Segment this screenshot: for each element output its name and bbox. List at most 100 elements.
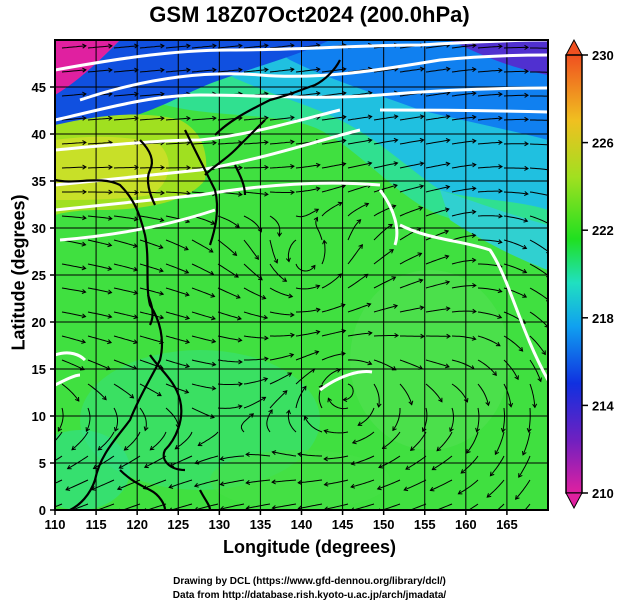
streamline-arrow — [212, 43, 217, 49]
streamline — [373, 223, 393, 241]
streamline — [343, 383, 354, 401]
streamline — [139, 383, 162, 397]
streamline — [321, 368, 341, 385]
streamline-arrow — [485, 401, 491, 407]
streamline — [295, 68, 320, 73]
streamline — [243, 44, 268, 49]
streamline — [269, 390, 288, 409]
streamline-arrow — [364, 202, 370, 208]
streamline-arrow — [79, 366, 85, 371]
streamline — [55, 479, 63, 484]
credit-data-source: Data from http://database.rish.kyoto-u.a… — [172, 590, 447, 601]
streamline-arrow — [419, 114, 425, 120]
streamline — [357, 407, 375, 426]
streamline-arrow — [238, 67, 243, 73]
streamline-arrow — [210, 315, 216, 321]
streamline-arrow — [471, 43, 477, 49]
streamline-arrow — [108, 91, 113, 97]
streamline — [295, 187, 320, 193]
streamline — [477, 359, 497, 376]
streamline-arrow — [445, 114, 451, 120]
streamline-arrow — [258, 275, 263, 281]
streamline-arrow — [351, 439, 357, 445]
streamline — [57, 407, 64, 432]
streamline-arrow — [183, 246, 189, 251]
streamline — [373, 383, 380, 407]
streamline — [269, 287, 293, 298]
streamline-arrow — [367, 114, 373, 120]
streamline — [425, 68, 450, 73]
streamline — [295, 263, 316, 272]
streamline-arrow — [471, 335, 477, 341]
streamline-arrow — [245, 480, 251, 485]
streamline — [324, 503, 349, 510]
streamline-arrow — [186, 115, 191, 121]
streamline — [287, 410, 297, 433]
streamline — [529, 191, 548, 196]
streamline — [399, 227, 422, 241]
streamline — [217, 311, 242, 320]
streamline-arrow — [471, 257, 477, 263]
streamline-arrow — [486, 516, 490, 520]
streamline-arrow — [134, 43, 139, 49]
streamline-arrow — [323, 429, 329, 434]
coastlines — [55, 59, 341, 510]
x-tick-label: 155 — [414, 517, 436, 532]
streamline-arrow — [290, 139, 295, 145]
y-tick-label: 25 — [32, 268, 46, 283]
streamline-arrow — [186, 190, 191, 196]
streamline — [165, 239, 189, 251]
streamline — [347, 203, 369, 217]
streamline-arrow — [134, 67, 139, 73]
streamline-arrow — [357, 421, 363, 426]
streamline-arrow — [471, 67, 477, 72]
streamline — [373, 184, 398, 193]
streamline-arrow — [418, 206, 424, 211]
streamline-arrow — [419, 66, 425, 72]
streamline — [87, 215, 112, 220]
streamline-arrow — [445, 184, 451, 190]
streamline-arrow — [445, 280, 451, 286]
streamline-arrow — [392, 426, 397, 432]
streamline — [528, 407, 531, 432]
colorbar-tick-label: 226 — [592, 136, 614, 151]
streamline — [399, 359, 423, 370]
streamline-arrow — [498, 43, 503, 49]
streamline-arrow — [391, 204, 397, 210]
streamline — [269, 239, 278, 264]
streamline-arrow — [184, 291, 190, 297]
streamline — [477, 93, 502, 97]
streamline-arrow — [254, 255, 259, 260]
streamline-arrow — [498, 115, 503, 121]
streamline — [87, 287, 112, 294]
streamline-arrow — [107, 339, 113, 345]
streamline-arrow — [449, 427, 454, 433]
streamline — [373, 359, 397, 371]
streamline-arrow — [197, 441, 203, 447]
streamline-arrow — [118, 464, 124, 469]
streamline — [321, 352, 346, 361]
streamline-arrow — [350, 460, 356, 466]
x-axis-label: Longitude (degrees) — [222, 537, 396, 557]
streamline-arrow — [149, 445, 155, 451]
streamline-arrow — [419, 161, 425, 167]
streamline-arrow — [350, 507, 355, 510]
streamline-arrow — [327, 397, 332, 403]
streamline-arrow — [498, 213, 503, 219]
streamline-arrow — [74, 396, 80, 402]
streamline-arrow — [282, 390, 288, 395]
streamline-arrow — [134, 91, 139, 97]
streamline-arrow — [522, 450, 527, 456]
streamline — [269, 311, 294, 316]
streamline — [165, 263, 189, 274]
streamline — [55, 503, 63, 508]
y-tick-label: 35 — [32, 174, 46, 189]
streamline-arrow — [209, 414, 215, 419]
streamline — [477, 69, 502, 73]
streamline — [467, 503, 479, 510]
streamline-arrow — [102, 395, 107, 401]
streamline-arrow — [550, 194, 554, 198]
streamline-arrow — [129, 393, 135, 399]
streamline — [425, 163, 450, 169]
